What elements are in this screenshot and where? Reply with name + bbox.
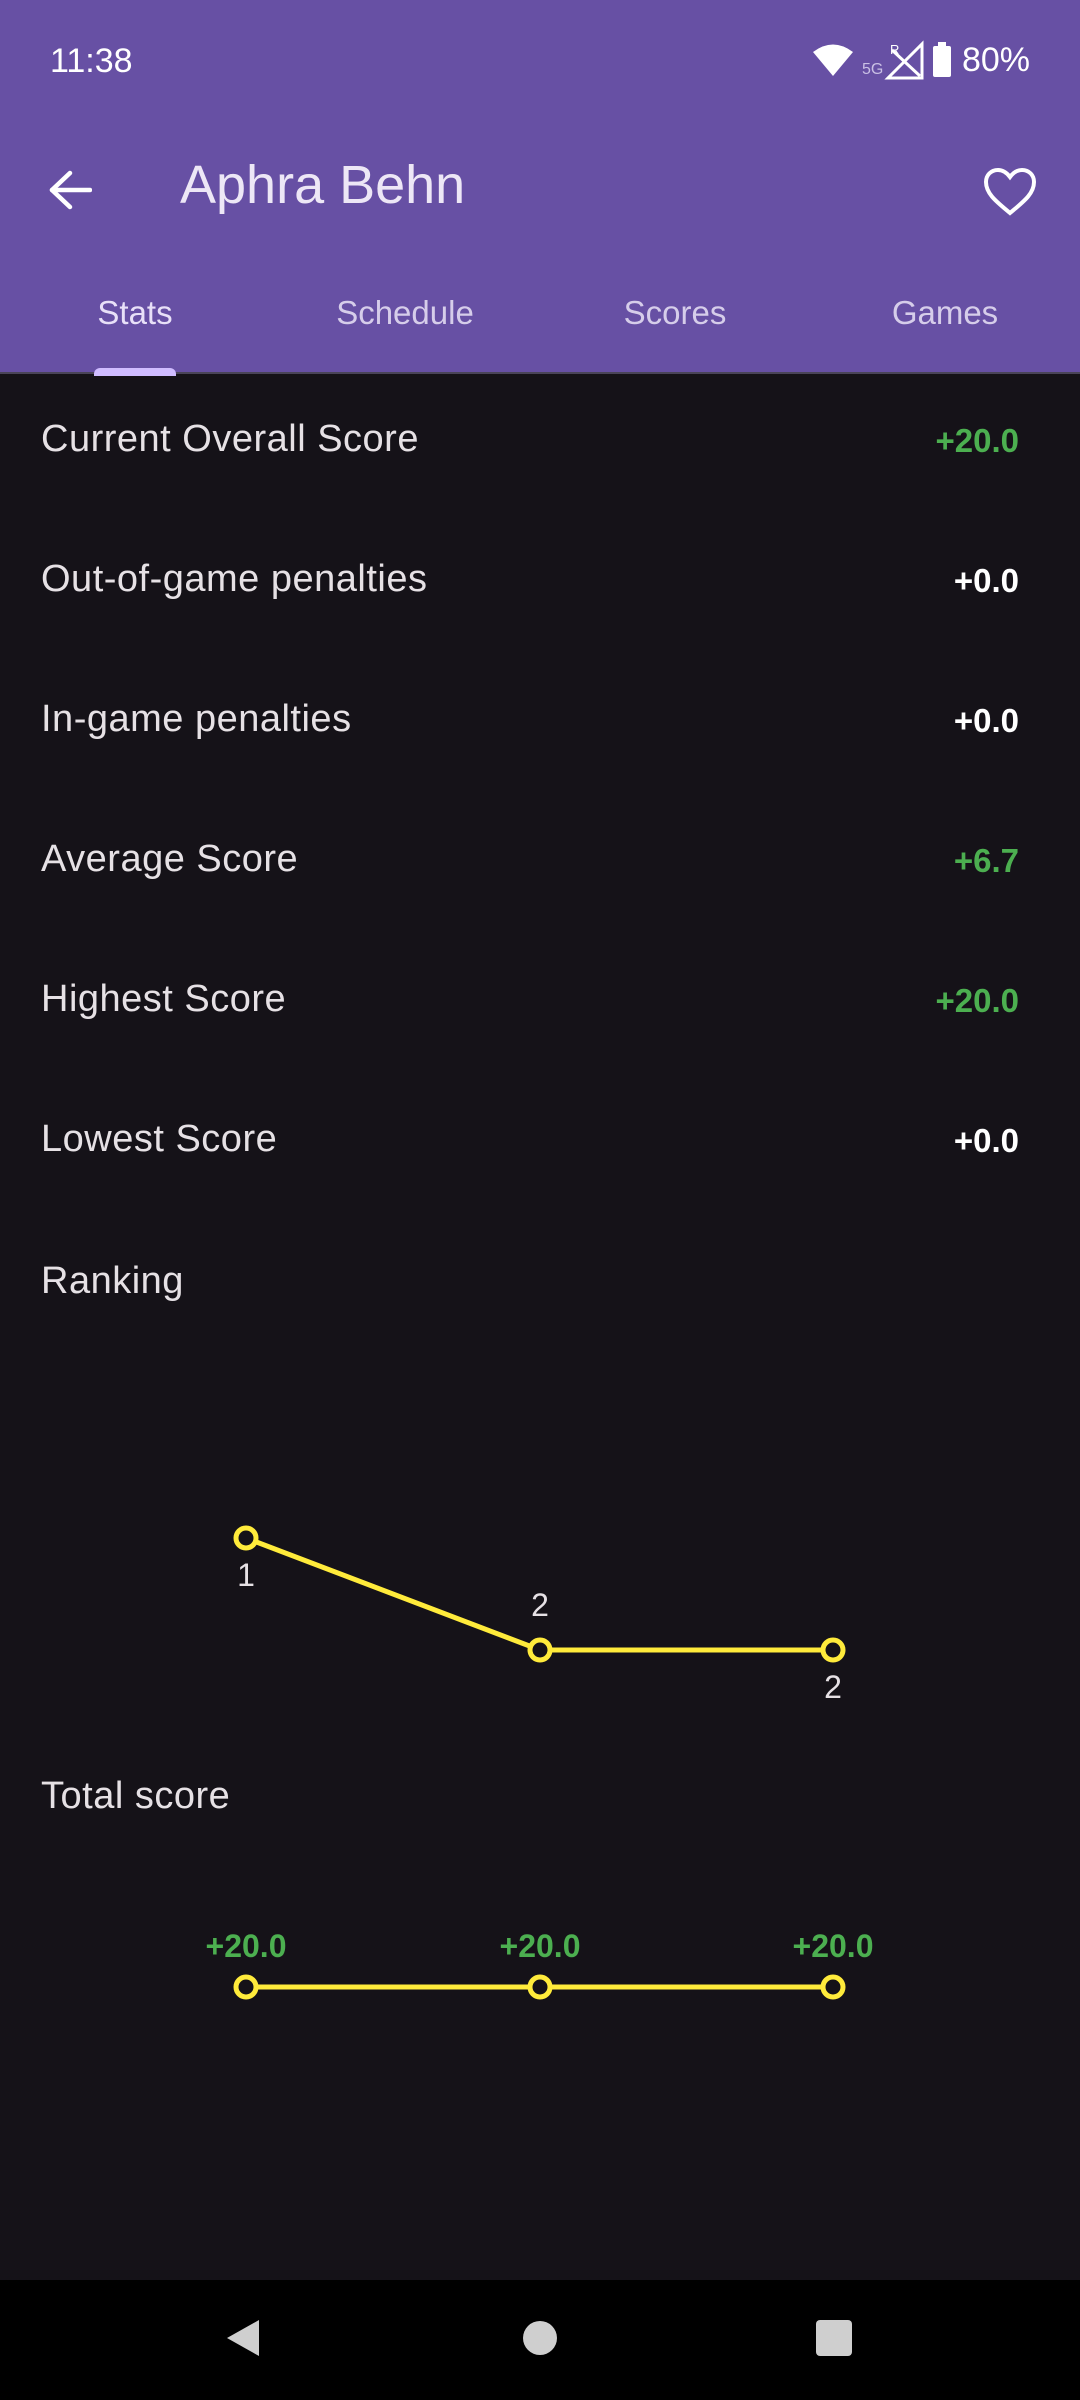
favorite-button[interactable] (970, 154, 1050, 234)
stat-current-overall-score: Current Overall Score +20.0 (0, 376, 1080, 516)
app-header: 11:38 5G R (0, 0, 1080, 376)
stats-list: Current Overall Score +20.0 Out-of-game … (0, 376, 1080, 1216)
tab-label: Scores (623, 294, 727, 331)
tab-games[interactable]: Games (810, 270, 1080, 374)
stat-label: Average Score (41, 838, 299, 880)
system-nav-bar (0, 2280, 1080, 2400)
svg-text:R: R (890, 42, 899, 57)
active-tab-indicator (94, 368, 176, 376)
data-point (820, 1974, 846, 2000)
data-label: +20.0 (500, 1928, 581, 1964)
data-label: 1 (237, 1557, 255, 1593)
stat-label: Highest Score (41, 978, 287, 1020)
data-point (527, 1974, 553, 2000)
stat-in-game-penalties: In-game penalties +0.0 (0, 656, 1080, 796)
stat-value: +0.0 (953, 562, 1019, 599)
tab-stats[interactable]: Stats (0, 270, 270, 376)
data-label: 2 (531, 1587, 549, 1623)
ranking-title: Ranking (41, 1260, 184, 1302)
heart-outline-icon (983, 167, 1037, 221)
tab-label: Schedule (336, 294, 474, 331)
status-icons: 5G R 80% (812, 40, 1030, 80)
stat-label: Out-of-game penalties (41, 558, 428, 600)
tab-schedule[interactable]: Schedule (270, 270, 540, 374)
nav-recents-button[interactable] (804, 2310, 864, 2370)
nav-back-button[interactable] (213, 2310, 273, 2370)
data-label: 2 (824, 1669, 842, 1705)
total-score-chart-svg: +20.0 +20.0 +20.0 (206, 1928, 874, 2000)
stat-value: +20.0 (935, 422, 1020, 459)
back-button[interactable] (34, 156, 106, 228)
tab-label: Stats (97, 294, 173, 331)
data-point (527, 1637, 553, 1663)
tab-label: Games (891, 294, 999, 331)
data-point (233, 1974, 259, 2000)
nav-home-button[interactable] (510, 2310, 570, 2370)
cellular-5g-icon: 5G R (862, 40, 924, 80)
stat-value: +0.0 (953, 1122, 1019, 1159)
stat-out-of-game-penalties: Out-of-game penalties +0.0 (0, 516, 1080, 656)
stat-label: Current Overall Score (41, 418, 419, 460)
page-title: Aphra Behn (180, 155, 466, 215)
stat-average-score: Average Score +6.7 (0, 796, 1080, 936)
data-point (233, 1525, 259, 1551)
stat-lowest-score: Lowest Score +0.0 (0, 1076, 1080, 1216)
status-time: 11:38 (50, 42, 133, 80)
stat-value: +0.0 (953, 702, 1019, 739)
top-app-bar: Aphra Behn (0, 126, 1080, 246)
stat-highest-score: Highest Score +20.0 (0, 936, 1080, 1076)
ranking-chart-svg: 1 2 2 (233, 1525, 846, 1705)
battery-icon (932, 42, 952, 78)
wifi-icon (812, 43, 854, 77)
total-score-title: Total score (41, 1775, 231, 1817)
stat-label: Lowest Score (41, 1118, 278, 1160)
status-bar: 11:38 5G R (0, 0, 1080, 126)
stat-label: In-game penalties (41, 698, 352, 740)
tab-bar: Stats Schedule Scores Games (0, 270, 1080, 376)
battery-percent: 80% (961, 40, 1030, 79)
nav-back-icon (223, 2318, 263, 2363)
svg-text:5G: 5G (862, 61, 883, 78)
tab-scores[interactable]: Scores (540, 270, 810, 374)
data-label: +20.0 (793, 1928, 874, 1964)
total-score-chart: +20.0 +20.0 +20.0 (0, 1900, 1080, 2040)
ranking-chart: 1 2 2 (0, 1400, 1080, 1740)
data-point (820, 1637, 846, 1663)
nav-home-icon (520, 2318, 560, 2363)
arrow-back-icon (48, 170, 93, 215)
data-label: +20.0 (206, 1928, 287, 1964)
stat-value: +20.0 (935, 982, 1020, 1019)
nav-recents-icon (814, 2318, 854, 2363)
stat-value: +6.7 (953, 842, 1019, 879)
